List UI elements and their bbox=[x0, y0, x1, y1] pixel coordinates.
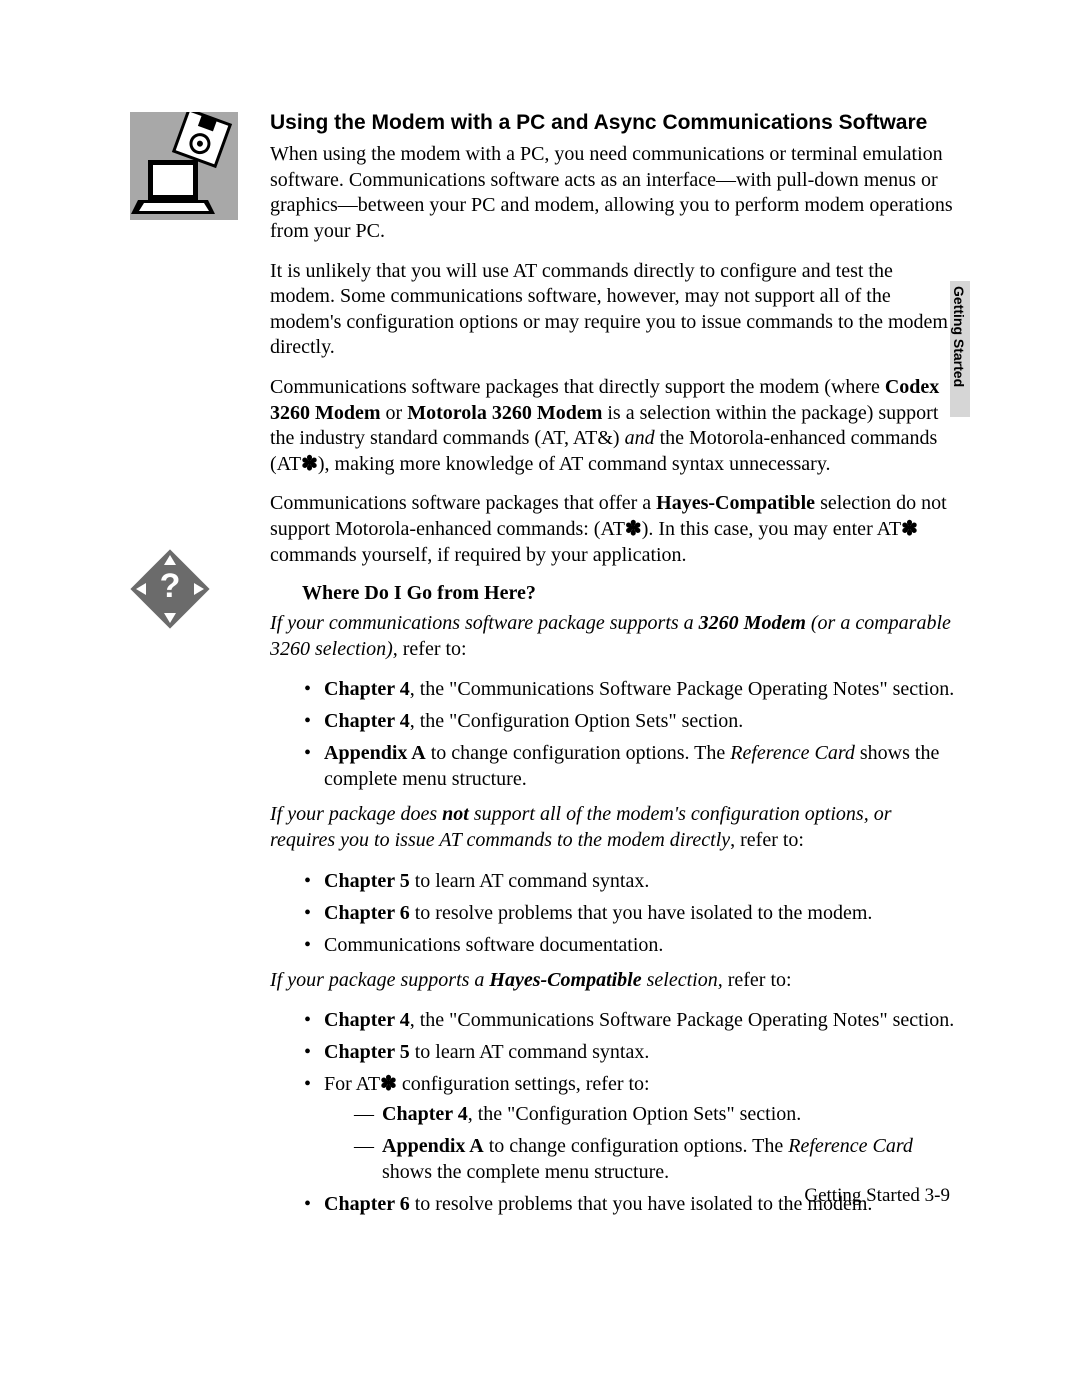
li-text: , the "Configuration Option Sets" sectio… bbox=[410, 710, 744, 732]
list-item: Chapter 4, the "Configuration Option Set… bbox=[302, 708, 960, 734]
li-text: to learn AT command syntax. bbox=[410, 870, 650, 892]
li-text: to learn AT command syntax. bbox=[410, 1041, 650, 1063]
page-footer: Getting Started 3-9 bbox=[804, 1185, 950, 1207]
question-icon-container: ? bbox=[130, 549, 245, 629]
li-bold: Chapter 6 bbox=[324, 902, 410, 924]
p6-bolditalic: not bbox=[442, 803, 469, 825]
li-bold: Appendix A bbox=[382, 1135, 484, 1157]
dash-list: Chapter 4, the "Configuration Option Set… bbox=[354, 1101, 960, 1185]
p3-text-h: ), making more knowledge of AT command s… bbox=[318, 453, 831, 475]
bullet-list-2: Chapter 5 to learn AT command syntax. Ch… bbox=[302, 868, 960, 958]
li-text: configuration settings, refer to: bbox=[397, 1073, 650, 1095]
li-italic: Reference Card bbox=[730, 742, 855, 764]
p3-italic: and bbox=[625, 427, 655, 449]
list-item: Chapter 4, the "Communications Software … bbox=[302, 1007, 960, 1033]
p6-italic-a: If your package does bbox=[270, 803, 442, 825]
list-item: Appendix A to change configuration optio… bbox=[354, 1133, 960, 1185]
li-text: , the "Configuration Option Sets" sectio… bbox=[468, 1103, 802, 1125]
paragraph-6: If your package does not support all of … bbox=[270, 802, 960, 853]
section-title: Using the Modem with a PC and Async Comm… bbox=[270, 110, 960, 136]
list-item: For AT✽ configuration settings, refer to… bbox=[302, 1071, 960, 1185]
bullet-list-1: Chapter 4, the "Communications Software … bbox=[302, 676, 960, 792]
list-item: Chapter 4, the "Configuration Option Set… bbox=[354, 1101, 960, 1127]
li-bold: Chapter 5 bbox=[324, 870, 410, 892]
p4-text-a: Communications software packages that of… bbox=[270, 492, 656, 514]
li-text: to resolve problems that you have isolat… bbox=[410, 1193, 873, 1215]
p4-bold: Hayes-Compatible bbox=[656, 492, 815, 514]
list-item: Appendix A to change configuration optio… bbox=[302, 740, 960, 792]
paragraph-4: Communications software packages that of… bbox=[270, 491, 960, 568]
p7-bolditalic: Hayes-Compatible bbox=[489, 969, 641, 991]
li-text: to resolve problems that you have isolat… bbox=[410, 902, 873, 924]
list-item: Chapter 5 to learn AT command syntax. bbox=[302, 1039, 960, 1065]
p5-text-d: refer to: bbox=[398, 638, 467, 660]
document-page: Getting Started bbox=[0, 0, 1080, 1397]
side-tab-label: Getting Started bbox=[951, 286, 967, 387]
list-item: Chapter 6 to resolve problems that you h… bbox=[302, 900, 960, 926]
paragraph-1: When using the modem with a PC, you need… bbox=[270, 142, 960, 244]
pc-icon-container bbox=[130, 112, 245, 220]
svg-text:?: ? bbox=[160, 567, 181, 605]
li-text: For AT bbox=[324, 1073, 380, 1095]
p7-italic-c: selection, bbox=[642, 969, 723, 991]
li-italic: Reference Card bbox=[788, 1135, 913, 1157]
star-icon: ✽ bbox=[380, 1073, 397, 1095]
p6-text-d: , refer to: bbox=[730, 829, 804, 851]
li-bold: Chapter 4 bbox=[324, 710, 410, 732]
pc-floppy-icon bbox=[130, 112, 238, 220]
paragraph-7: If your package supports a Hayes-Compati… bbox=[270, 968, 960, 994]
star-icon: ✽ bbox=[901, 518, 918, 540]
star-icon: ✽ bbox=[625, 518, 642, 540]
p3-text-c: or bbox=[381, 402, 408, 424]
paragraph-3: Communications software packages that di… bbox=[270, 375, 960, 477]
paragraph-5: If your communications software package … bbox=[270, 611, 960, 662]
li-text: , the "Communications Software Package O… bbox=[410, 678, 955, 700]
li-bold: Chapter 6 bbox=[324, 1193, 410, 1215]
li-text: shows the complete menu structure. bbox=[382, 1161, 669, 1183]
li-bold: Chapter 4 bbox=[324, 678, 410, 700]
p3-text-a: Communications software packages that di… bbox=[270, 376, 885, 398]
main-content: Using the Modem with a PC and Async Comm… bbox=[270, 110, 960, 1217]
p3-bold-2: Motorola 3260 Modem bbox=[407, 402, 602, 424]
li-text: Communications software documentation. bbox=[324, 934, 663, 956]
subheading: Where Do I Go from Here? bbox=[302, 582, 960, 605]
li-bold: Chapter 5 bbox=[324, 1041, 410, 1063]
li-bold: Chapter 4 bbox=[382, 1103, 468, 1125]
li-text: to change configuration options. The bbox=[426, 742, 731, 764]
list-item: Chapter 4, the "Communications Software … bbox=[302, 676, 960, 702]
p4-text-d: ). In this case, you may enter AT bbox=[642, 518, 901, 540]
p4-text-e: commands yourself, if required by your a… bbox=[270, 544, 687, 566]
li-text: to change configuration options. The bbox=[484, 1135, 789, 1157]
p7-text-d: refer to: bbox=[723, 969, 792, 991]
p5-italic-a: If your communications software package … bbox=[270, 612, 699, 634]
question-diamond-icon: ? bbox=[130, 549, 210, 629]
p7-italic-a: If your package supports a bbox=[270, 969, 489, 991]
list-item: Chapter 5 to learn AT command syntax. bbox=[302, 868, 960, 894]
p5-bolditalic: 3260 Modem bbox=[699, 612, 806, 634]
li-text: , the "Communications Software Package O… bbox=[410, 1009, 955, 1031]
star-icon: ✽ bbox=[301, 453, 318, 475]
list-item: Communications software documentation. bbox=[302, 932, 960, 958]
li-bold: Chapter 4 bbox=[324, 1009, 410, 1031]
paragraph-2: It is unlikely that you will use AT comm… bbox=[270, 259, 960, 361]
li-bold: Appendix A bbox=[324, 742, 426, 764]
